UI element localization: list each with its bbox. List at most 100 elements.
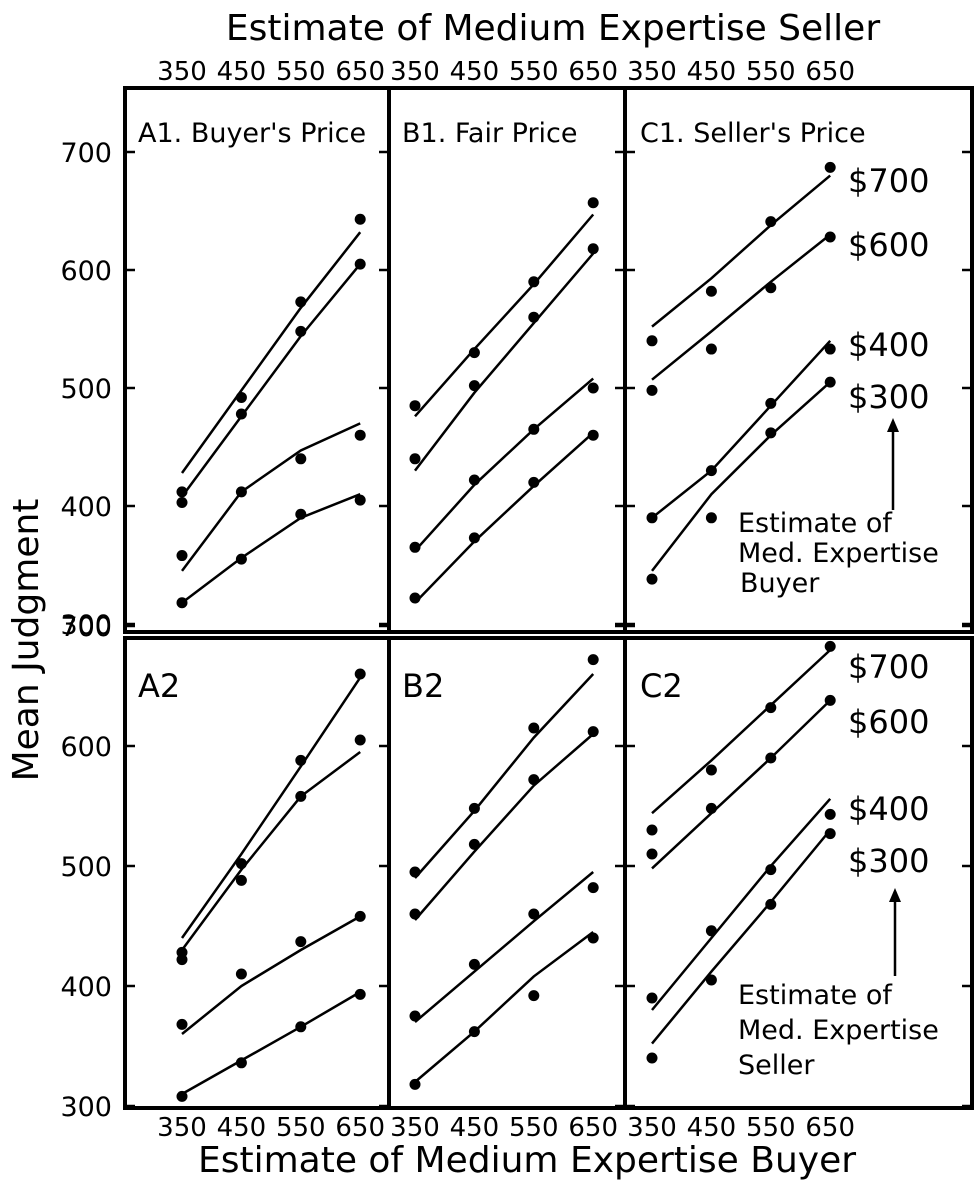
y-tick-label: 700 bbox=[60, 612, 112, 643]
fit-line-A1 bbox=[180, 263, 362, 498]
bottom-axis-title: Estimate of Medium Expertise Buyer bbox=[198, 1140, 856, 1181]
x-tick-label-top: 450 bbox=[217, 57, 267, 87]
x-tick-label-bottom: 650 bbox=[335, 1113, 385, 1143]
data-point-A2 bbox=[235, 1057, 247, 1069]
data-point-B1 bbox=[587, 197, 599, 209]
data-point-B1 bbox=[587, 243, 599, 255]
fit-line-B2 bbox=[414, 930, 594, 1083]
data-point-A2 bbox=[176, 1090, 188, 1102]
series-label-row2: $600 bbox=[848, 703, 929, 741]
x-tick-label-top: 350 bbox=[390, 57, 440, 87]
data-point-A2 bbox=[235, 858, 247, 870]
row-frame bbox=[123, 636, 974, 1110]
data-point-A1 bbox=[176, 496, 188, 508]
x-tick-label-top: 350 bbox=[627, 57, 677, 87]
data-point-A1 bbox=[354, 213, 366, 225]
x-tick-label-bottom: 350 bbox=[627, 1113, 677, 1143]
x-tick-label-bottom: 350 bbox=[157, 1113, 207, 1143]
data-point-B2 bbox=[468, 1026, 480, 1038]
data-point-C2 bbox=[646, 824, 658, 836]
note-arrowhead bbox=[887, 418, 899, 432]
data-point-C1 bbox=[765, 216, 777, 228]
panel-label-B2: B2 bbox=[402, 667, 444, 705]
data-point-B2 bbox=[409, 866, 421, 878]
data-point-C1 bbox=[705, 512, 717, 524]
data-point-A1 bbox=[235, 408, 247, 420]
data-point-A1 bbox=[295, 508, 307, 520]
x-tick-label-bottom: 450 bbox=[687, 1113, 737, 1143]
note-arrowhead bbox=[889, 888, 901, 902]
data-point-A2 bbox=[295, 1021, 307, 1033]
x-tick-label-bottom: 550 bbox=[276, 1113, 326, 1143]
x-tick-label-top: 450 bbox=[687, 57, 737, 87]
data-point-A1 bbox=[354, 258, 366, 270]
data-point-B1 bbox=[468, 347, 480, 359]
data-point-B2 bbox=[587, 726, 599, 738]
x-tick-label-top: 550 bbox=[746, 57, 796, 87]
fit-line-B1 bbox=[414, 252, 595, 472]
fit-line-C1 bbox=[651, 233, 831, 381]
data-point-C1 bbox=[765, 397, 777, 409]
y-tick-label: 500 bbox=[60, 374, 112, 405]
data-point-A1 bbox=[235, 391, 247, 403]
x-tick-label-bottom: 650 bbox=[805, 1113, 855, 1143]
fit-line-A2 bbox=[180, 676, 362, 939]
fit-line-C2 bbox=[651, 649, 832, 815]
x-tick-label-bottom: 450 bbox=[450, 1113, 500, 1143]
series-label-row1: $400 bbox=[848, 326, 929, 364]
data-point-A1 bbox=[235, 486, 247, 498]
data-point-A2 bbox=[176, 954, 188, 966]
data-point-C2 bbox=[824, 694, 836, 706]
fit-line-B2 bbox=[414, 733, 595, 921]
y-tick-label: 600 bbox=[60, 732, 112, 763]
data-point-A2 bbox=[354, 734, 366, 746]
fit-line-A2 bbox=[180, 750, 361, 951]
data-point-C1 bbox=[705, 343, 717, 355]
data-point-B2 bbox=[409, 1010, 421, 1022]
x-tick-label-bottom: 350 bbox=[390, 1113, 440, 1143]
fit-line-B2 bbox=[414, 673, 595, 879]
data-point-B1 bbox=[528, 276, 540, 288]
note-row1-line: Estimate of bbox=[738, 508, 893, 539]
fit-line-C1 bbox=[651, 381, 832, 572]
series-label-row1: $600 bbox=[848, 226, 929, 264]
series-label-row2: $400 bbox=[848, 790, 929, 828]
fit-line-B1 bbox=[414, 213, 595, 418]
data-point-C2 bbox=[705, 925, 717, 937]
data-point-B1 bbox=[528, 476, 540, 488]
fit-line-A1 bbox=[181, 422, 361, 572]
data-point-C1 bbox=[646, 335, 658, 347]
fit-line-A2 bbox=[181, 990, 361, 1096]
data-point-C2 bbox=[824, 828, 836, 840]
y-tick-label: 300 bbox=[60, 1092, 112, 1123]
fit-line-C2 bbox=[651, 699, 832, 870]
y-tick-label: 300 bbox=[60, 610, 112, 641]
data-point-B1 bbox=[468, 474, 480, 486]
x-tick-label-bottom: 550 bbox=[746, 1113, 796, 1143]
data-point-C2 bbox=[646, 992, 658, 1004]
data-point-A2 bbox=[354, 910, 366, 922]
data-point-C1 bbox=[646, 512, 658, 524]
x-tick-label-top: 650 bbox=[335, 57, 385, 87]
data-point-B1 bbox=[468, 532, 480, 544]
data-point-C2 bbox=[765, 702, 777, 714]
data-point-A1 bbox=[295, 296, 307, 308]
fit-line-C1 bbox=[651, 174, 832, 328]
data-point-C2 bbox=[765, 752, 777, 764]
panel-label-A1: A1. Buyer's Price bbox=[138, 118, 366, 149]
data-point-C1 bbox=[646, 573, 658, 585]
data-point-C2 bbox=[705, 802, 717, 814]
data-point-B1 bbox=[409, 592, 421, 604]
fit-line-A1 bbox=[180, 231, 362, 474]
fit-line-C2 bbox=[651, 797, 832, 1011]
top-axis-title: Estimate of Medium Expertise Seller bbox=[226, 8, 880, 49]
fit-line-A1 bbox=[181, 493, 361, 604]
data-point-B2 bbox=[468, 838, 480, 850]
y-tick-label: 700 bbox=[60, 138, 112, 169]
data-point-B1 bbox=[528, 311, 540, 323]
data-point-C1 bbox=[824, 376, 836, 388]
data-point-C2 bbox=[646, 848, 658, 860]
data-point-B2 bbox=[528, 990, 540, 1002]
y-tick-label: 400 bbox=[60, 492, 112, 523]
data-point-B1 bbox=[409, 400, 421, 412]
